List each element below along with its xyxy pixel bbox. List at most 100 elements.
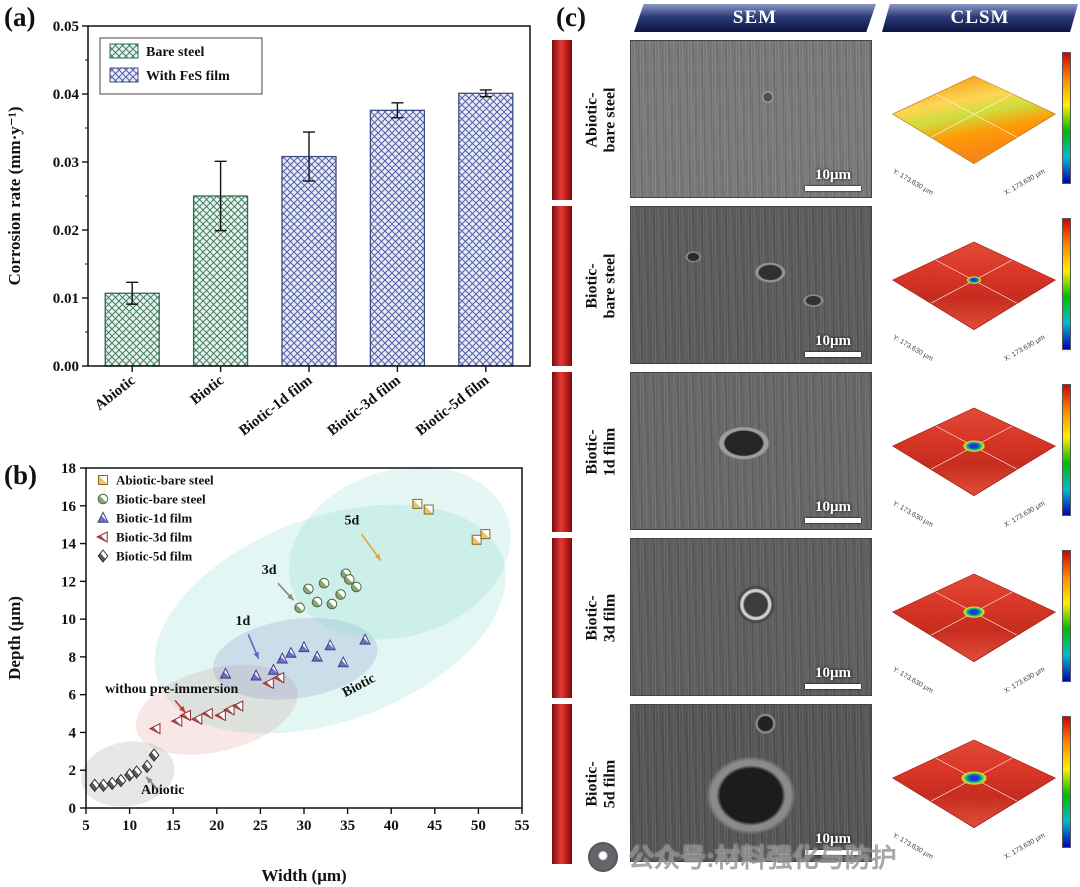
clsm-x-axis-label: X: 173.630 μm bbox=[1004, 168, 1047, 197]
sem-image: 10μm bbox=[630, 206, 872, 364]
svg-text:20: 20 bbox=[209, 818, 224, 834]
svg-text:8: 8 bbox=[69, 650, 77, 666]
clsm-x-axis-label: X: 173.630 μm bbox=[1004, 832, 1047, 861]
clsm-x-axis-label: X: 173.630 μm bbox=[1004, 500, 1047, 529]
clsm-y-axis-label: Y: 173.630 μm bbox=[891, 832, 934, 861]
clsm-image: Y: 173.630 μm X: 173.630 μm bbox=[878, 40, 1074, 198]
svg-text:50: 50 bbox=[471, 818, 486, 834]
row-color-ribbon bbox=[552, 206, 572, 366]
watermark-text: 公众号:材料强化与防护 bbox=[628, 838, 897, 875]
svg-text:0: 0 bbox=[69, 801, 77, 817]
pit-depth-width-scatter-chart: 5 10 15 20 25 30 35 40 45 50 55 0 2 4 6 8 10 12 14 16 18 Abio… bbox=[0, 458, 545, 887]
panel-c-row: Biotic- 3d film 10μm Y: 173.630 μm X: 173.6… bbox=[552, 538, 1080, 704]
clsm-y-axis-label: Y: 173.630 μm bbox=[891, 334, 934, 363]
watermark-logo-icon bbox=[588, 842, 618, 872]
panel-c-row: Biotic- bare steel 10μm Y: 173.630 μm X: 17… bbox=[552, 206, 1080, 372]
svg-text:45: 45 bbox=[427, 818, 442, 834]
y-axis-label: Corrosion rate (mm·y⁻¹) bbox=[5, 107, 24, 286]
row-label-text: Biotic- bare steel bbox=[584, 207, 621, 365]
svg-text:55: 55 bbox=[515, 818, 530, 834]
svg-text:Biotic-1d film: Biotic-1d film bbox=[116, 511, 192, 526]
scale-bar-label: 10μm bbox=[805, 499, 861, 516]
color-scale-bar bbox=[1062, 384, 1071, 516]
annotation: 1d bbox=[236, 614, 251, 629]
svg-text:40: 40 bbox=[384, 818, 399, 834]
row-label: Biotic- 3d film bbox=[574, 538, 630, 698]
scale-bar-line bbox=[805, 186, 861, 191]
row-label-text: Abiotic- bare steel bbox=[584, 41, 621, 199]
scale-bar-label: 10μm bbox=[805, 167, 861, 184]
scale-bar-line bbox=[805, 684, 861, 689]
svg-text:Biotic-5d film: Biotic-5d film bbox=[413, 372, 493, 439]
panel-c-label: (c) bbox=[556, 2, 586, 33]
svg-text:12: 12 bbox=[61, 574, 76, 590]
scale-bar: 10μm bbox=[805, 167, 861, 191]
svg-text:14: 14 bbox=[61, 537, 77, 553]
svg-text:2: 2 bbox=[69, 763, 77, 779]
sem-image: 10μm bbox=[630, 40, 872, 198]
svg-text:15: 15 bbox=[166, 818, 181, 834]
svg-text:6: 6 bbox=[69, 688, 77, 704]
svg-text:16: 16 bbox=[61, 499, 77, 515]
clsm-y-axis-label: Y: 173.630 μm bbox=[891, 168, 934, 197]
row-color-ribbon bbox=[552, 538, 572, 698]
bar bbox=[282, 157, 336, 366]
figure: (a) 0.00 0.01 0.02 0.03 0.04 0.05 Abiotic Bioti… bbox=[0, 0, 1080, 887]
clsm-y-axis-label: Y: 173.630 μm bbox=[891, 500, 934, 529]
crosshair-vertical-line bbox=[931, 94, 1013, 137]
svg-text:Biotic-3d film: Biotic-3d film bbox=[116, 530, 192, 545]
panel-c-rows: Abiotic- bare steel 10μm Y: 173.630 μm X: 1… bbox=[552, 40, 1080, 870]
scale-bar-line bbox=[805, 352, 861, 357]
svg-text:Bare steel: Bare steel bbox=[146, 45, 205, 60]
svg-text:Biotic-1d film: Biotic-1d film bbox=[236, 372, 316, 439]
annotation: withou pre-immersion bbox=[105, 682, 238, 697]
svg-text:0.05: 0.05 bbox=[53, 19, 79, 35]
svg-text:0.01: 0.01 bbox=[53, 291, 79, 307]
row-label-text: Biotic- 1d film bbox=[584, 373, 621, 531]
color-scale-bar bbox=[1062, 218, 1071, 350]
svg-text:Abiotic: Abiotic bbox=[92, 372, 139, 414]
scale-bar-line bbox=[805, 518, 861, 523]
row-label: Abiotic- bare steel bbox=[574, 40, 630, 200]
svg-text:30: 30 bbox=[297, 818, 312, 834]
panel-c-row: Biotic- 1d film 10μm Y: 173.630 μm X: 173.6… bbox=[552, 372, 1080, 538]
svg-text:10: 10 bbox=[122, 818, 137, 834]
sem-header-label: SEM bbox=[733, 7, 777, 29]
scale-bar-label: 10μm bbox=[805, 333, 861, 350]
bar bbox=[370, 110, 424, 366]
sem-image: 10μm bbox=[630, 372, 872, 530]
panel-c: SEM CLSM Abiotic- bare steel 10μm Y: 173.6… bbox=[552, 0, 1080, 887]
svg-text:0.03: 0.03 bbox=[53, 155, 79, 171]
svg-text:Biotic-5d film: Biotic-5d film bbox=[116, 549, 192, 564]
scale-bar-label: 10μm bbox=[805, 665, 861, 682]
scale-bar: 10μm bbox=[805, 665, 861, 689]
panel-c-headers: SEM CLSM bbox=[552, 4, 1080, 34]
svg-text:0.00: 0.00 bbox=[53, 359, 79, 375]
scale-bar: 10μm bbox=[805, 499, 861, 523]
panel-b-label: (b) bbox=[4, 460, 37, 491]
svg-text:With FeS film: With FeS film bbox=[146, 69, 230, 84]
clsm-image: Y: 173.630 μm X: 173.630 μm bbox=[878, 704, 1074, 862]
clsm-surface bbox=[892, 408, 1056, 497]
svg-text:25: 25 bbox=[253, 818, 268, 834]
y-axis-label: Depth (μm) bbox=[5, 596, 24, 680]
scale-bar: 10μm bbox=[805, 333, 861, 357]
color-scale-bar bbox=[1062, 550, 1071, 682]
sem-header-banner: SEM bbox=[634, 4, 876, 32]
svg-text:35: 35 bbox=[340, 818, 355, 834]
crosshair-horizontal-line bbox=[935, 94, 1017, 137]
clsm-surface bbox=[892, 740, 1056, 829]
row-color-ribbon bbox=[552, 372, 572, 532]
svg-text:10: 10 bbox=[61, 612, 76, 628]
svg-text:4: 4 bbox=[69, 725, 77, 741]
bar bbox=[459, 93, 513, 366]
row-label: Biotic- 1d film bbox=[574, 372, 630, 532]
corrosion-rate-bar-chart: 0.000.010.020.030.040.05Abiotic Biotic Bio… bbox=[0, 0, 545, 458]
annotation: 5d bbox=[345, 514, 360, 529]
clsm-header-label: CLSM bbox=[951, 7, 1010, 29]
clsm-y-axis-label: Y: 173.630 μm bbox=[891, 666, 934, 695]
clsm-surface bbox=[892, 242, 1056, 331]
annotation: Abiotic bbox=[141, 783, 185, 798]
clsm-surface bbox=[892, 574, 1056, 663]
clsm-image: Y: 173.630 μm X: 173.630 μm bbox=[878, 206, 1074, 364]
